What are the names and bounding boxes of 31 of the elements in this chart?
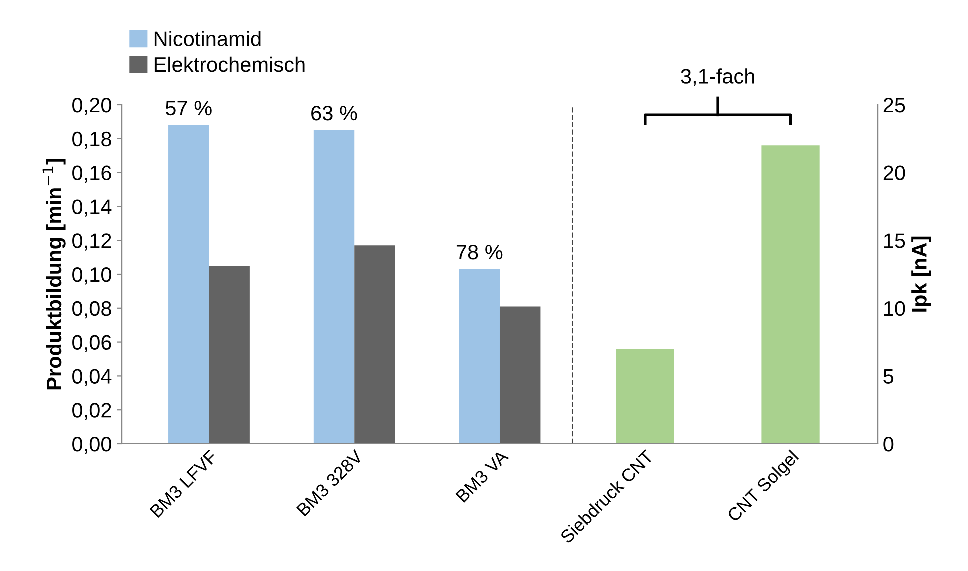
bar xyxy=(459,269,500,444)
y-tick-label: 0,14 xyxy=(72,200,112,217)
y-tick-label: 0,08 xyxy=(72,301,112,319)
y-tick-label: 0,04 xyxy=(72,369,112,386)
annotation: 57 % xyxy=(166,101,212,116)
annotation: 63 % xyxy=(312,106,358,121)
y-tick-label: 0,16 xyxy=(72,166,112,184)
y-tick-label: 0,00 xyxy=(72,437,112,454)
y2-tick-label: 0 xyxy=(884,437,894,452)
y-axis-title: Produktbildung [min$^{−1}$] xyxy=(42,159,66,390)
bar xyxy=(354,246,396,444)
bar xyxy=(314,130,355,444)
y-tick-label: 0,12 xyxy=(72,234,112,251)
y-tick-label: 0,06 xyxy=(72,335,112,353)
legend-label: Nicotinamid xyxy=(154,31,261,46)
bar xyxy=(500,306,541,444)
y2-tick-label: 20 xyxy=(884,166,906,181)
y-tick-label: 0,18 xyxy=(72,132,112,150)
bar xyxy=(168,125,210,444)
y2-axis-title: Ipk [nA] xyxy=(912,236,932,312)
legend-label: Elektrochemisch xyxy=(154,56,305,72)
y2-tick-label: 15 xyxy=(884,234,906,248)
bar xyxy=(209,266,250,444)
y2-tick-label: 5 xyxy=(884,369,894,384)
y-tick-label: 0,10 xyxy=(72,268,112,285)
text: 3,1-fach xyxy=(681,68,754,86)
y2-tick-label: 10 xyxy=(884,301,906,316)
y-tick-label: 0,02 xyxy=(72,403,112,420)
annotation: 78 % xyxy=(456,244,503,260)
y-tick-label: 0,20 xyxy=(72,98,112,116)
y2-tick-label: 25 xyxy=(884,98,906,113)
